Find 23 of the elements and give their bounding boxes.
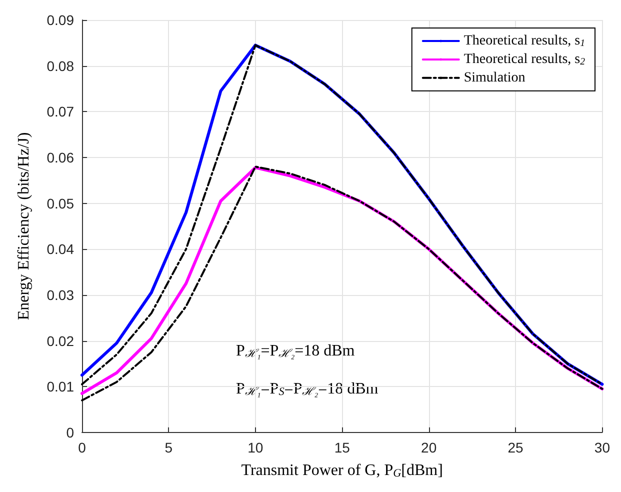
legend-label: Simulation: [464, 70, 526, 86]
y-tick-label: 0: [66, 424, 74, 440]
y-tick-label: 0.01: [46, 378, 74, 395]
x-tick-label: 5: [164, 439, 173, 456]
y-tick-label: 0.07: [46, 104, 74, 120]
x-tick-label: 25: [508, 439, 524, 456]
x-tick-label: 20: [421, 439, 437, 456]
y-tick-label: 0.04: [46, 241, 74, 258]
x-tick-label: 0: [78, 439, 86, 456]
legend-label: Theoretical results, s2: [464, 52, 586, 68]
y-axis-title: Energy Efficiency (bits/Hz/J): [16, 132, 32, 320]
legend-label: Theoretical results, s1: [464, 34, 586, 49]
y-tick-label: 0.08: [46, 58, 74, 74]
annotation: Pℋ₁=Pℋ₂=18 dBm: [236, 342, 356, 360]
y-tick-label: 0.05: [46, 195, 74, 212]
y-tick-label: 0.09: [46, 12, 74, 28]
y-tick-label: 0.02: [46, 332, 74, 349]
x-tick-label: 10: [248, 439, 264, 456]
y-tick-label: 0.03: [46, 286, 74, 303]
x-tick-label: 30: [594, 439, 610, 456]
x-tick-label: 15: [334, 439, 350, 456]
y-tick-label: 0.06: [46, 149, 74, 166]
x-axis-title: Transmit Power of G, PG[dBm]: [241, 462, 443, 480]
